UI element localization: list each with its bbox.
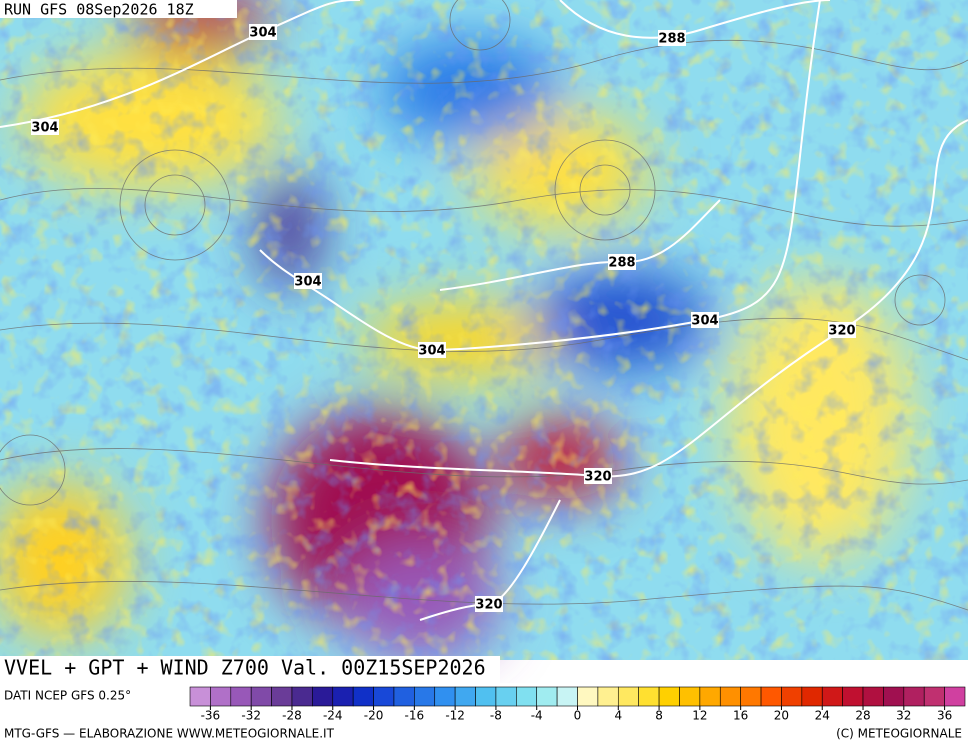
credit-left: MTG-GFS — ELABORAZIONE WWW.METEOGIORNALE… [4,727,335,741]
contour-label-box [31,119,59,135]
color-swatch [760,686,782,707]
colorbar-tick-label: -8 [490,709,502,723]
credit-right: (C) METEOGIORNALE [836,727,962,741]
colorbar-tick-label: 0 [574,709,582,723]
contour-label: 304 [691,314,718,329]
colorbar-tick-label: 36 [937,709,952,723]
color-swatch [291,686,313,707]
color-swatch [454,686,476,707]
color-swatch [801,686,823,707]
contour-label-box [418,342,446,358]
colorbar-tick-label: -32 [241,709,261,723]
contour-label-box [249,24,277,40]
run-label: RUN GFS 08Sep2026 18Z [4,1,194,19]
color-swatch [210,686,232,707]
colorbar-tick-label: 16 [733,709,748,723]
contour-label: 288 [608,256,635,271]
color-swatch [332,686,354,707]
contour-label-box [608,254,636,270]
contour-labels: 304 304 288 288 304 304 320 304 320 320 [31,24,856,613]
colorbar-tick-label: -28 [282,709,302,723]
colorbar-tick-label: 4 [614,709,622,723]
colorbar: -36 -32 -28 -24 -20 -16 -12 -8 -4 0 4 8 12 16 20 24 28 32… [189,686,966,723]
color-swatch [903,686,925,707]
colorbar-tick-label: -36 [201,709,221,723]
contour-label: 320 [828,324,855,339]
colorbar-tick-label: 24 [815,709,830,723]
color-swatch [189,686,211,707]
color-swatch [617,686,639,707]
contour-label-box [475,596,503,612]
color-swatch [944,686,966,707]
color-swatch [536,686,558,707]
color-swatch [373,686,395,707]
contour-label-box [294,273,322,289]
color-swatch [393,686,415,707]
colorbar-tick-label: 32 [896,709,911,723]
contour-label-box [658,30,686,46]
color-swatch [842,686,864,707]
color-swatch [230,686,252,707]
color-swatch [271,686,293,707]
contour-label: 320 [584,470,611,485]
color-swatch [475,686,497,707]
color-swatch [740,686,762,707]
color-swatch [719,686,741,707]
contour-label: 320 [475,598,502,613]
contour-label-box [828,322,856,338]
contour-label: 288 [658,32,685,47]
color-swatch [597,686,619,707]
contour-label-box [691,312,719,328]
color-swatch [577,686,599,707]
color-swatch [250,686,272,707]
colorbar-tick-label: -24 [323,709,343,723]
color-swatch [781,686,803,707]
contour-label-box [584,468,612,484]
source-label: DATI NCEP GFS 0.25° [4,689,131,703]
contour-label: 304 [418,344,445,359]
color-swatch [658,686,680,707]
color-swatch [699,686,721,707]
colorbar-tick-label: -16 [405,709,425,723]
color-swatch [312,686,334,707]
colorbar-tick-label: 12 [692,709,707,723]
color-swatch [679,686,701,707]
color-swatch [821,686,843,707]
colorbar-tick-label: -12 [445,709,465,723]
contour-label: 304 [249,26,276,41]
color-swatch [556,686,578,707]
color-swatch [638,686,660,707]
color-swatch [862,686,884,707]
color-swatch [495,686,517,707]
color-swatch [352,686,374,707]
title-box [0,656,500,683]
colorbar-tick-label: 8 [655,709,663,723]
noise-blue [0,0,968,660]
color-swatch [923,686,945,707]
color-swatch [883,686,905,707]
color-swatch [414,686,436,707]
contours [0,0,968,621]
product-title: VVEL + GPT + WIND Z700 Val. 00Z15SEP2026 [4,656,486,680]
color-swatch [434,686,456,707]
color-swatch [516,686,538,707]
colorbar-tick-label: -4 [531,709,543,723]
colorbar-tick-label: -20 [364,709,384,723]
contour-label: 304 [31,121,58,136]
contour-label: 304 [294,275,321,290]
map [0,0,968,660]
colorbar-tick-label: 20 [774,709,789,723]
colorbar-tick-label: 28 [855,709,870,723]
header-box [0,0,237,18]
